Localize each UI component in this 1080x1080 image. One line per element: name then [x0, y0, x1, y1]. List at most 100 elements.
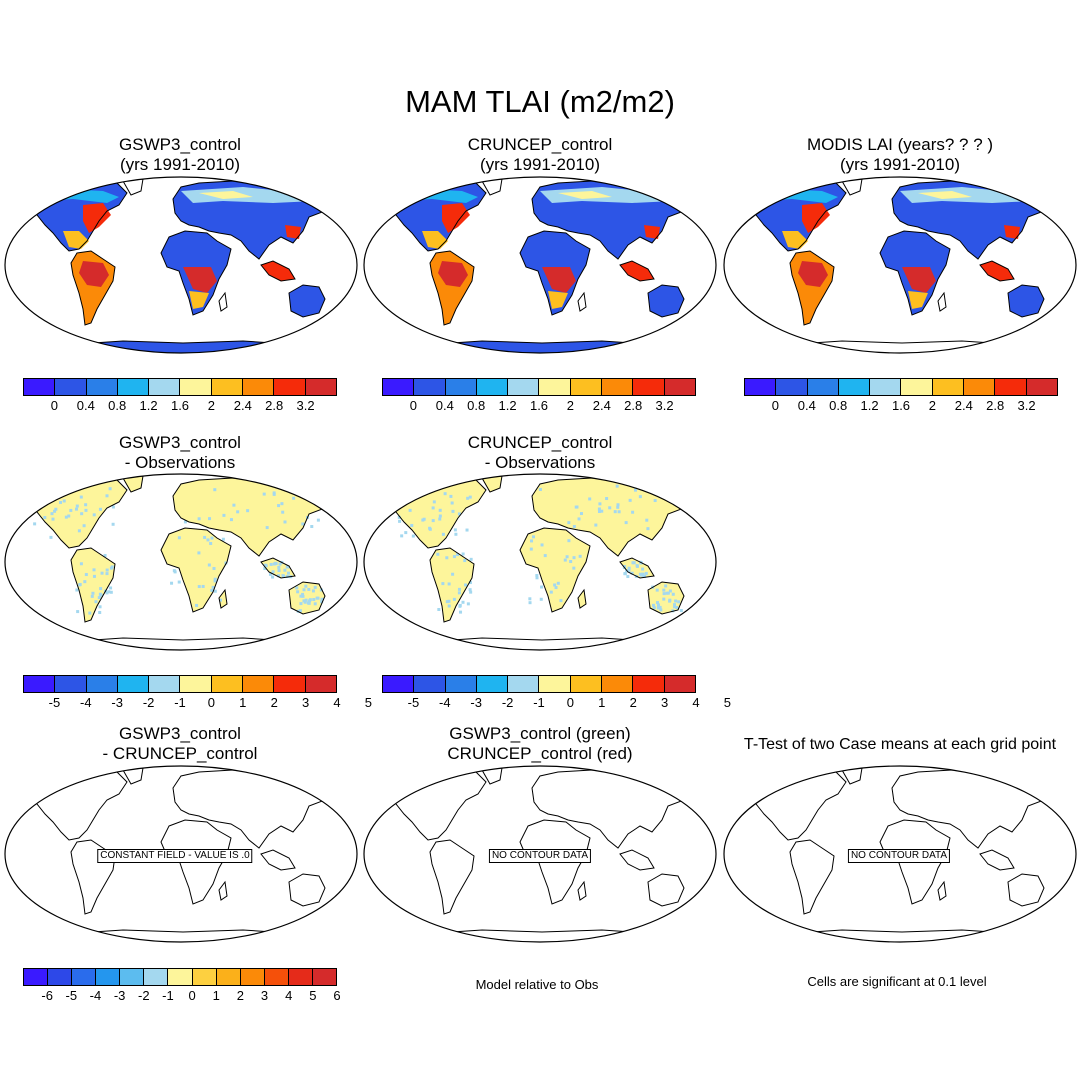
- difference-cell: [535, 576, 539, 580]
- difference-cell: [311, 589, 315, 593]
- colorbar-swatch: [168, 969, 193, 985]
- colorbar-tick-label: 0.4: [797, 398, 816, 413]
- difference-cell: [76, 610, 80, 614]
- coastline: [70, 250, 116, 326]
- difference-cell: [598, 502, 602, 506]
- difference-cell: [458, 603, 462, 607]
- colorbar-swatch: [476, 379, 509, 395]
- difference-cell: [540, 543, 544, 547]
- colorbar-swatch: [180, 379, 212, 395]
- world-map-icon: [723, 765, 1077, 943]
- difference-cell: [301, 522, 305, 526]
- difference-cell: [59, 500, 63, 504]
- difference-cell: [286, 571, 290, 575]
- difference-cell: [529, 547, 533, 551]
- difference-cell: [438, 514, 442, 518]
- difference-cell: [320, 600, 324, 604]
- difference-region: [482, 476, 502, 492]
- difference-cell: [298, 609, 302, 613]
- difference-cell: [265, 526, 269, 530]
- difference-cell: [100, 571, 104, 575]
- colorbar-swatch: [414, 676, 446, 692]
- colorbar-tick-label: 0: [207, 695, 216, 710]
- difference-cell: [615, 484, 619, 488]
- panel-title-line1: CRUNCEP_control: [467, 135, 613, 154]
- lai-region: [902, 267, 936, 293]
- lai-region: [798, 261, 828, 287]
- coastline: [160, 527, 232, 613]
- colorbar-tick-label: -2: [501, 695, 514, 710]
- difference-cell: [451, 572, 455, 576]
- colorbar-swatch: [664, 379, 695, 395]
- difference-cell: [313, 602, 317, 606]
- colorbar-swatch: [570, 676, 603, 692]
- map-panel-gswp3: [3, 175, 359, 355]
- difference-cell: [535, 574, 539, 578]
- difference-cell: [464, 583, 468, 587]
- colorbar-swatch: [288, 969, 313, 985]
- difference-cell: [578, 554, 582, 558]
- difference-cell: [97, 596, 101, 600]
- coastline: [218, 291, 228, 312]
- difference-cell: [197, 585, 201, 589]
- constant-field-message: CONSTANT FIELD - VALUE IS .0: [97, 849, 253, 863]
- difference-cell: [92, 568, 96, 572]
- lai-region: [542, 267, 576, 293]
- difference-cell: [59, 486, 63, 490]
- difference-cell: [302, 599, 306, 603]
- coastline: [577, 880, 587, 901]
- difference-cell: [105, 568, 109, 572]
- difference-cell: [212, 566, 216, 570]
- coastline: [647, 284, 685, 318]
- colorbar-tick-label: 0: [771, 398, 780, 413]
- colorbar-swatch: [383, 676, 415, 692]
- difference-cell: [597, 510, 601, 514]
- difference-region: [380, 478, 486, 548]
- coastline: [577, 588, 587, 609]
- coastline: [619, 849, 655, 871]
- coastline: [172, 769, 326, 849]
- difference-cell: [208, 517, 212, 521]
- colorbar-tick-label: 3: [301, 695, 310, 710]
- colorbar-tick-label: -1: [533, 695, 545, 710]
- lai-region: [548, 291, 568, 309]
- difference-cell: [653, 499, 657, 503]
- difference-cell: [404, 531, 408, 535]
- colorbar-tick-label: 1.6: [170, 398, 190, 413]
- difference-cell: [411, 490, 415, 494]
- difference-cell: [668, 599, 672, 603]
- colorbar-swatch: [149, 676, 181, 692]
- difference-cell: [272, 491, 276, 495]
- difference-cell: [638, 495, 642, 499]
- lai-region: [285, 225, 301, 239]
- coastline: [891, 769, 1045, 849]
- lai-region: [438, 261, 468, 287]
- difference-region: [71, 548, 115, 622]
- difference-cell: [79, 495, 83, 499]
- coastline: [647, 873, 685, 907]
- difference-cell: [559, 599, 563, 603]
- difference-cell: [431, 506, 435, 510]
- colorbar-tick-label: 5: [723, 695, 732, 710]
- coastline: [979, 260, 1015, 282]
- difference-cell: [94, 600, 98, 604]
- colorbar-abs: 0 0.4 0.8 1.2 1.6 2 2.4 2.8 3.2: [23, 378, 337, 413]
- difference-cell: [90, 594, 94, 598]
- difference-cell: [88, 611, 92, 615]
- difference-cell: [530, 539, 534, 543]
- colorbar-swatch: [312, 969, 337, 985]
- difference-cell: [657, 603, 661, 607]
- map-panel-modis: [722, 175, 1078, 355]
- difference-cell: [659, 608, 663, 612]
- difference-cell: [280, 502, 284, 506]
- difference-cell: [553, 583, 557, 587]
- difference-cell: [633, 488, 637, 492]
- lai-region: [199, 191, 253, 199]
- difference-region: [430, 548, 474, 622]
- difference-cell: [459, 610, 463, 614]
- difference-cell: [98, 507, 102, 511]
- difference-cell: [617, 510, 621, 514]
- colorbar-swatch: [932, 379, 965, 395]
- difference-cell: [319, 588, 323, 592]
- colorbar-tick-label: 3.2: [1017, 398, 1036, 413]
